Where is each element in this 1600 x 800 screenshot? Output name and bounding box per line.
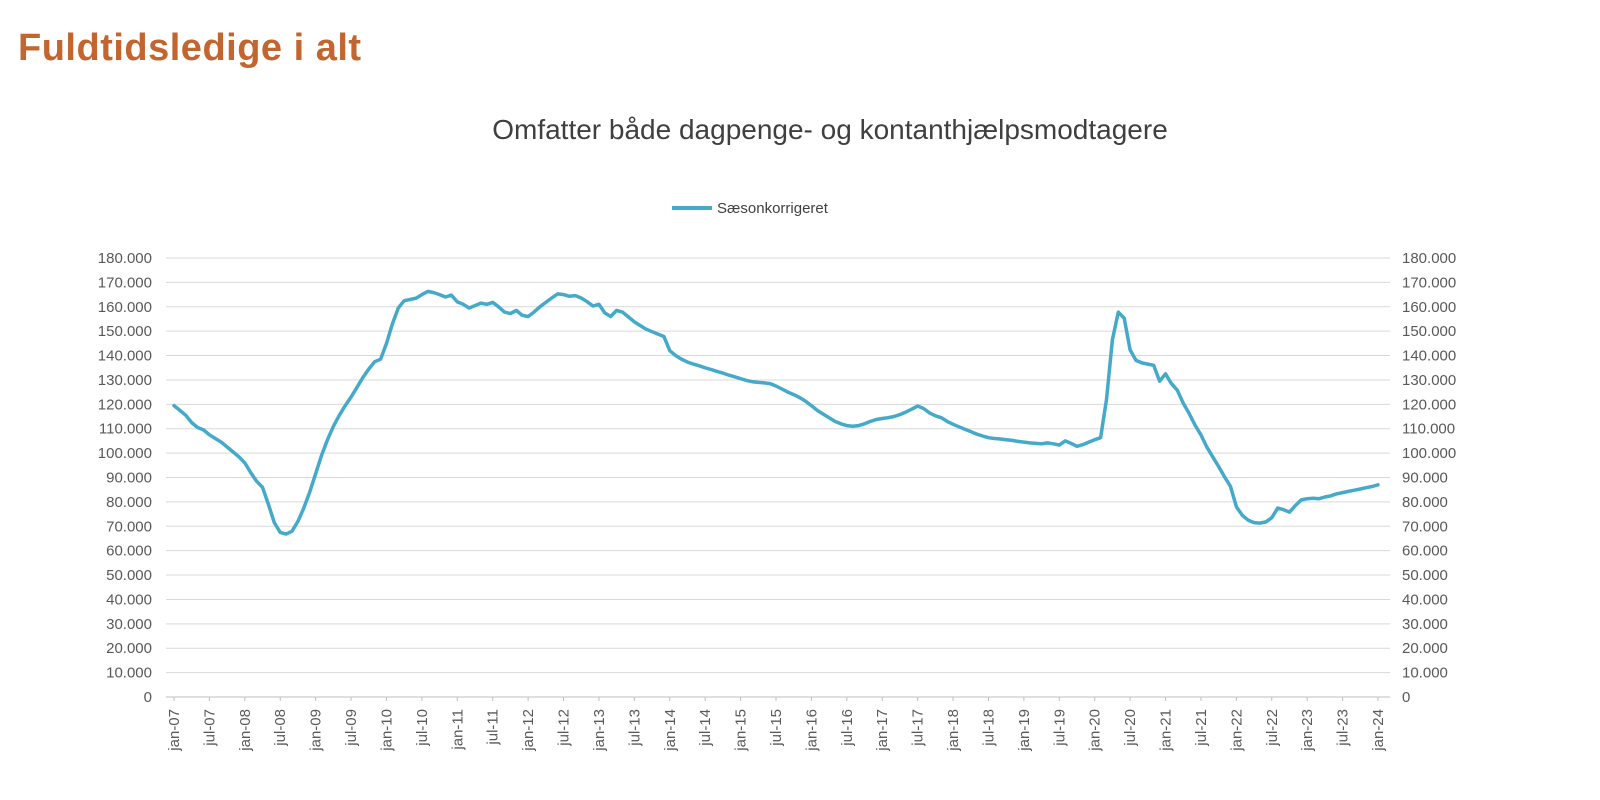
svg-text:jan-21: jan-21 — [1158, 709, 1175, 752]
page-title: Fuldtidsledige i alt — [18, 27, 362, 69]
svg-text:jan-08: jan-08 — [237, 709, 254, 752]
svg-text:jul-10: jul-10 — [414, 709, 431, 747]
svg-text:150.000: 150.000 — [98, 323, 152, 340]
svg-text:jan-16: jan-16 — [803, 709, 820, 752]
svg-text:110.000: 110.000 — [1402, 421, 1455, 438]
svg-text:jul-23: jul-23 — [1335, 709, 1352, 747]
svg-text:jan-15: jan-15 — [733, 709, 750, 752]
svg-text:0: 0 — [144, 689, 152, 706]
svg-text:90.000: 90.000 — [1402, 470, 1448, 487]
y-gridlines — [166, 257, 1390, 674]
svg-text:50.000: 50.000 — [1402, 567, 1448, 584]
svg-text:jul-15: jul-15 — [768, 709, 785, 747]
svg-text:10.000: 10.000 — [106, 665, 152, 682]
x-axis-labels: jan-07 jul-07 jan-08 jul-08 jan-09 jul-09 jan-… — [166, 709, 1387, 752]
svg-text:jul-08: jul-08 — [272, 709, 289, 747]
svg-text:0: 0 — [1402, 689, 1410, 706]
svg-text:50.000: 50.000 — [106, 567, 152, 584]
line-chart-canvas: 0 10.000 20.000 30.000 40.000 50.000 60.000 70.… — [98, 250, 1456, 752]
svg-text:30.000: 30.000 — [106, 616, 152, 633]
svg-text:jan-18: jan-18 — [945, 709, 962, 752]
svg-text:jul-13: jul-13 — [626, 709, 643, 747]
svg-text:160.000: 160.000 — [1402, 299, 1456, 316]
legend-line-marker — [672, 206, 713, 210]
svg-text:jan-09: jan-09 — [308, 709, 325, 752]
svg-text:jan-17: jan-17 — [874, 709, 891, 752]
svg-text:130.000: 130.000 — [98, 372, 152, 389]
svg-text:jan-20: jan-20 — [1087, 709, 1104, 752]
svg-text:jan-14: jan-14 — [662, 709, 679, 752]
svg-text:80.000: 80.000 — [1402, 494, 1448, 511]
series-line-seasonally-adjusted — [172, 289, 1380, 536]
svg-text:90.000: 90.000 — [106, 470, 152, 487]
svg-text:40.000: 40.000 — [106, 591, 152, 608]
svg-text:80.000: 80.000 — [106, 494, 152, 511]
svg-text:jan-12: jan-12 — [520, 709, 537, 752]
svg-text:jul-19: jul-19 — [1051, 709, 1068, 747]
svg-text:20.000: 20.000 — [1402, 640, 1448, 657]
svg-text:100.000: 100.000 — [1402, 445, 1456, 462]
x-axis — [166, 696, 1390, 701]
svg-text:jan-24: jan-24 — [1370, 709, 1387, 752]
svg-text:jan-10: jan-10 — [378, 709, 395, 752]
svg-text:jul-17: jul-17 — [910, 709, 927, 747]
svg-text:jul-11: jul-11 — [485, 709, 502, 746]
svg-text:jul-12: jul-12 — [556, 709, 573, 747]
svg-text:jan-19: jan-19 — [1016, 709, 1033, 752]
svg-text:130.000: 130.000 — [1402, 372, 1456, 389]
svg-text:jul-07: jul-07 — [201, 709, 218, 747]
svg-text:jul-09: jul-09 — [343, 709, 360, 747]
svg-text:jul-20: jul-20 — [1122, 709, 1139, 747]
svg-text:160.000: 160.000 — [98, 299, 152, 316]
svg-text:170.000: 170.000 — [98, 274, 152, 291]
chart-legend: Sæsonkorrigeret — [0, 199, 1500, 217]
svg-text:180.000: 180.000 — [1402, 250, 1456, 267]
y-axis-labels-right: 0 10.000 20.000 30.000 40.000 50.000 60.000 70.… — [1402, 250, 1456, 706]
svg-text:jan-07: jan-07 — [166, 709, 183, 752]
svg-text:70.000: 70.000 — [1402, 518, 1448, 535]
svg-text:jul-18: jul-18 — [980, 709, 997, 747]
y-axis-labels-left: 0 10.000 20.000 30.000 40.000 50.000 60.000 70.… — [98, 250, 152, 706]
svg-text:jul-21: jul-21 — [1193, 709, 1210, 747]
svg-text:140.000: 140.000 — [1402, 348, 1456, 365]
svg-text:10.000: 10.000 — [1402, 665, 1448, 682]
legend-label: Sæsonkorrigeret — [717, 199, 828, 217]
svg-text:60.000: 60.000 — [106, 543, 152, 560]
svg-text:jan-13: jan-13 — [591, 709, 608, 752]
svg-text:110.000: 110.000 — [99, 421, 152, 438]
svg-text:30.000: 30.000 — [1402, 616, 1448, 633]
svg-text:jan-22: jan-22 — [1228, 709, 1245, 752]
svg-text:jan-11: jan-11 — [449, 709, 466, 751]
svg-text:180.000: 180.000 — [98, 250, 152, 267]
svg-text:40.000: 40.000 — [1402, 591, 1448, 608]
svg-text:20.000: 20.000 — [106, 640, 152, 657]
svg-text:170.000: 170.000 — [1402, 274, 1456, 291]
svg-text:70.000: 70.000 — [106, 518, 152, 535]
chart-title: Omfatter både dagpenge- og kontanthjælps… — [492, 114, 1168, 145]
svg-text:120.000: 120.000 — [1402, 396, 1456, 413]
svg-text:jul-22: jul-22 — [1264, 709, 1281, 747]
svg-text:140.000: 140.000 — [98, 348, 152, 365]
svg-text:jan-23: jan-23 — [1299, 709, 1316, 752]
svg-text:120.000: 120.000 — [98, 396, 152, 413]
svg-text:jul-14: jul-14 — [697, 709, 714, 747]
svg-text:60.000: 60.000 — [1402, 543, 1448, 560]
svg-text:100.000: 100.000 — [98, 445, 152, 462]
svg-text:jul-16: jul-16 — [839, 709, 856, 747]
svg-text:150.000: 150.000 — [1402, 323, 1456, 340]
